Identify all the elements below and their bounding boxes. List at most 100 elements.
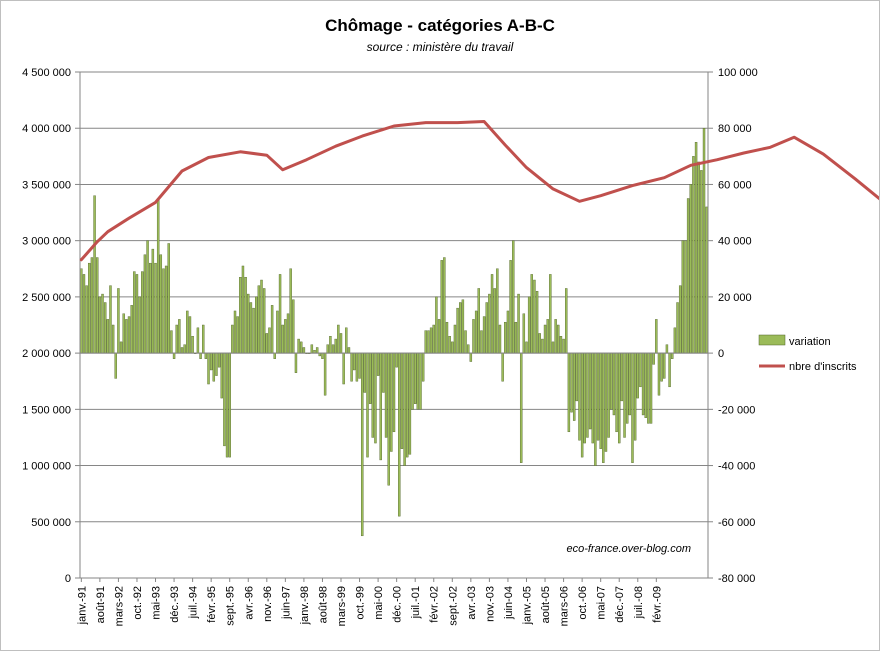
x-tick-label: juil.-94 (188, 586, 200, 619)
bar (692, 156, 695, 354)
bar (244, 277, 247, 354)
y-right-tick-label: -40 000 (718, 461, 755, 473)
bar (345, 327, 348, 354)
bar (360, 352, 364, 537)
bar (570, 352, 573, 413)
bar (358, 352, 361, 379)
x-tick-label: janv.-91 (76, 586, 88, 625)
bar (527, 296, 531, 354)
bar (530, 274, 533, 354)
bar (655, 319, 658, 354)
y-left-tick-label: 2 500 000 (22, 292, 71, 304)
bar (294, 352, 298, 373)
x-tick-label: avr.-96 (243, 586, 255, 620)
bar (98, 296, 102, 354)
bar (156, 198, 160, 354)
bar (466, 344, 470, 354)
x-tick-label: févr.-95 (206, 586, 218, 623)
bar (125, 319, 128, 354)
bar (379, 352, 382, 461)
bar (583, 352, 586, 444)
bar (321, 352, 324, 359)
bar (149, 262, 152, 354)
bar (207, 352, 210, 385)
y-left-tick-label: 1 000 000 (22, 461, 71, 473)
bar (262, 288, 266, 354)
bar (681, 240, 685, 354)
bar (612, 352, 616, 416)
bar (406, 352, 409, 458)
bar (196, 327, 200, 354)
bar (225, 352, 229, 458)
x-tick-label: juin-04 (503, 586, 515, 620)
bar (109, 285, 112, 354)
x-tick-label: mars-92 (113, 586, 125, 626)
x-tick-label: août-91 (95, 586, 107, 623)
bar (257, 285, 261, 354)
bar (493, 288, 496, 354)
bar (329, 336, 332, 354)
bar (567, 352, 571, 433)
y-right-tick-label: -20 000 (718, 404, 755, 416)
bar (353, 352, 356, 371)
legend-swatch-variation (758, 334, 786, 346)
bar (665, 344, 669, 354)
bar (297, 338, 300, 354)
bar (557, 324, 560, 354)
bar (363, 352, 367, 393)
chart-title: Chômage - catégories A-B-C (325, 16, 555, 35)
x-tick-label: janv.-05 (521, 586, 533, 625)
x-tick-label: avr.-03 (466, 586, 478, 620)
bar (231, 324, 234, 354)
bar (517, 293, 520, 354)
x-tick-label: janv.-98 (299, 586, 311, 625)
bar (668, 352, 671, 388)
bar (419, 352, 422, 410)
bar (172, 352, 176, 359)
bar (334, 338, 337, 354)
legend: variation nbre d'inscrits (758, 334, 857, 373)
bar (143, 254, 147, 354)
bar (141, 271, 144, 354)
x-tick-label: déc.-07 (614, 586, 626, 623)
bar (384, 352, 388, 438)
bar (472, 319, 475, 354)
bar (366, 352, 369, 458)
bar (554, 319, 557, 354)
bar (421, 352, 425, 382)
bar (565, 288, 568, 354)
bars-layer (80, 128, 708, 537)
bar (535, 291, 539, 354)
bar (151, 248, 155, 354)
x-tick-label: mars-06 (559, 586, 571, 626)
bar (265, 333, 269, 354)
y-right-tick-label: -60 000 (718, 517, 755, 529)
bar (289, 268, 292, 354)
bar (239, 277, 242, 354)
bar (485, 302, 488, 354)
bar (660, 352, 663, 382)
bar (162, 268, 165, 354)
bar (350, 352, 353, 382)
bar (395, 352, 398, 368)
bar (130, 305, 133, 354)
x-tick-label: mai-93 (151, 586, 163, 620)
bar (315, 347, 319, 354)
bar (302, 347, 306, 354)
bar (117, 288, 120, 354)
legend-label-inscrits: nbre d'inscrits (789, 361, 857, 373)
bar (432, 324, 435, 354)
y-left-tick-label: 3 500 000 (22, 179, 71, 191)
x-tick-label: mai-00 (373, 586, 385, 620)
bar (392, 352, 396, 433)
bar (490, 274, 494, 354)
y-right-tick-label: 60 000 (718, 179, 752, 191)
bar (663, 352, 666, 379)
bar (180, 347, 184, 354)
bar (625, 352, 629, 424)
bar (111, 324, 115, 354)
bar (270, 305, 274, 354)
bar (671, 352, 674, 359)
bar (228, 352, 231, 458)
bar (657, 352, 661, 396)
